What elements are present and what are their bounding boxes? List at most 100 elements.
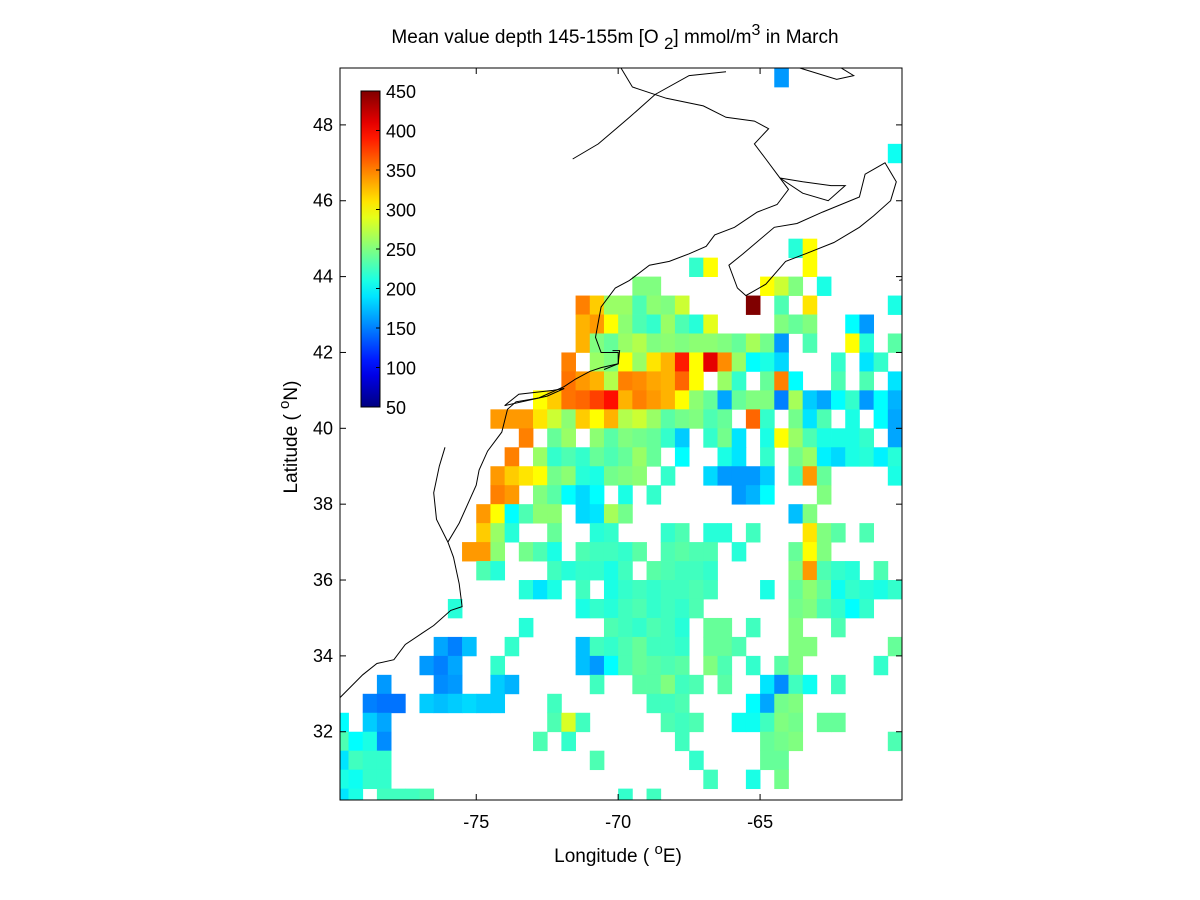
data-cell [887, 409, 903, 429]
coastline-cape-cod [603, 350, 621, 370]
data-cell [362, 712, 378, 733]
data-cell [802, 561, 818, 581]
data-cell [589, 314, 605, 334]
data-cell [887, 731, 903, 752]
data-cell [603, 352, 619, 372]
data-cell [561, 390, 576, 410]
coastline-newfoundland [919, 91, 959, 140]
data-cell [859, 314, 875, 334]
data-cell [533, 731, 548, 752]
data-cell [802, 238, 818, 259]
data-cell [717, 428, 733, 448]
data-cell [618, 333, 633, 353]
data-cell [887, 580, 903, 600]
data-cell [845, 409, 860, 429]
data-cell [340, 769, 349, 790]
data-cell [533, 409, 548, 429]
data-cell [816, 447, 832, 467]
data-cell [674, 295, 690, 315]
data-cell [589, 542, 605, 562]
data-cell [859, 371, 875, 391]
data-cell [760, 428, 775, 448]
data-cell [802, 428, 818, 448]
data-cell [589, 598, 605, 619]
data-cell [674, 598, 690, 619]
data-cell [490, 504, 506, 524]
data-cell [547, 466, 562, 486]
data-cell [774, 333, 789, 353]
data-cell [674, 655, 690, 676]
data-cell [788, 674, 804, 695]
data-cell [703, 428, 718, 448]
data-cell [873, 390, 889, 410]
data-cell [504, 485, 520, 505]
colorbar-tick-label: 300 [386, 201, 416, 221]
data-cell [831, 371, 846, 391]
data-cell [660, 466, 676, 486]
colorbar-tick-label: 50 [386, 398, 406, 418]
data-cell [447, 655, 463, 676]
data-cell [533, 485, 548, 505]
data-cell [660, 636, 676, 657]
data-cell [632, 598, 647, 619]
data-cell [760, 674, 775, 695]
data-cell [731, 466, 747, 486]
data-cell [575, 636, 591, 657]
data-cell [603, 314, 619, 334]
data-cell [547, 409, 562, 429]
data-cell [490, 409, 506, 429]
data-cell [689, 674, 704, 695]
y-tick-label: 48 [313, 115, 333, 135]
coastline-long-island [504, 388, 565, 407]
colorbar-ticks: 50 100 150 200 250 300 350 400 450 [376, 82, 416, 418]
data-cell [476, 693, 491, 714]
data-cell [589, 352, 605, 372]
colorbar-tick-label: 350 [386, 161, 416, 181]
data-cell [646, 788, 662, 801]
data-cell [646, 333, 662, 353]
data-cell [689, 352, 704, 372]
data-cell [618, 371, 633, 391]
data-cell [533, 466, 548, 486]
data-cell [788, 276, 804, 296]
data-cell [561, 428, 576, 448]
data-cell [646, 617, 662, 638]
data-cell [646, 447, 662, 467]
data-cell [589, 561, 605, 581]
data-cell [760, 390, 775, 410]
data-cell [717, 655, 733, 676]
data-cell [760, 712, 775, 733]
data-cell [575, 333, 591, 353]
data-cell [632, 428, 647, 448]
data-cell [717, 617, 733, 638]
data-cell [632, 276, 647, 296]
data-cell [674, 428, 690, 448]
data-cell [433, 674, 449, 695]
data-cell [816, 466, 832, 486]
data-cell [603, 542, 619, 562]
data-cell [518, 504, 534, 524]
data-cell [802, 314, 818, 334]
data-cell [788, 598, 804, 619]
data-cell [745, 617, 761, 638]
data-cell [504, 523, 520, 543]
coastline [340, 68, 959, 698]
heatmap-cells [340, 68, 903, 801]
data-cell [760, 750, 775, 771]
data-cell [802, 542, 818, 562]
coastline-nova-scotia [728, 162, 897, 297]
data-cell [816, 409, 832, 429]
data-cell [646, 295, 662, 315]
data-cell [703, 352, 718, 372]
data-cell [703, 542, 718, 562]
plot-frame [339, 67, 903, 801]
data-cell [717, 466, 733, 486]
data-cell [603, 466, 619, 486]
data-cell [788, 561, 804, 581]
data-cell [674, 636, 690, 657]
data-cell [887, 143, 903, 164]
data-cell [689, 580, 704, 600]
data-cell [603, 655, 619, 676]
data-cell [788, 447, 804, 467]
data-cell [603, 504, 619, 524]
